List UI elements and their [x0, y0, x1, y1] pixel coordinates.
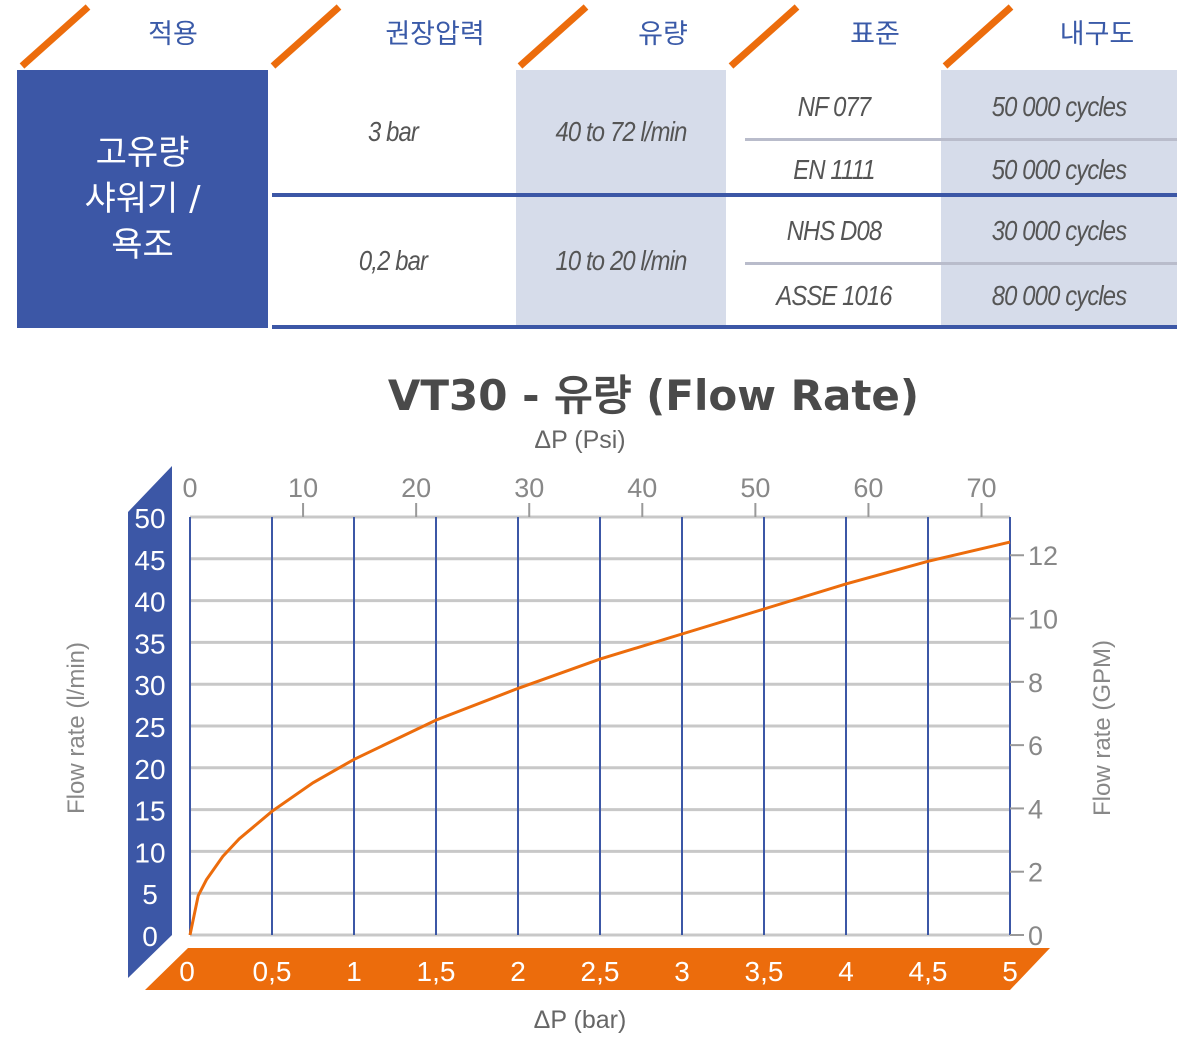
- x2-tick-label: 30: [514, 473, 544, 503]
- y-tick-label: 20: [134, 754, 165, 785]
- y-tick-label: 15: [134, 796, 165, 827]
- y-tick-label: 5: [142, 879, 158, 910]
- slash-mark: [270, 4, 342, 69]
- x2-tick-label: 20: [401, 473, 431, 503]
- application-line: 고유량: [95, 133, 190, 173]
- row-divider: [745, 138, 1177, 141]
- slash-mark: [728, 4, 800, 69]
- y-tick-label: 50: [134, 503, 165, 534]
- row-divider: [745, 262, 1177, 265]
- x-tick-label: 5: [1002, 956, 1018, 987]
- y-tick-label: 0: [142, 921, 158, 952]
- flow-cell: 40 to 72 l/min: [555, 116, 687, 147]
- x2-tick-label: 0: [182, 473, 197, 503]
- y-tick-label: 25: [134, 712, 165, 743]
- y2-axis-label: Flow rate (GPM): [1089, 640, 1116, 816]
- standard-cell: EN 1111: [793, 154, 875, 185]
- durability-column-bg: [941, 70, 1177, 328]
- header-slashes: [19, 4, 1014, 69]
- slash-mark: [517, 4, 589, 69]
- y2-tick-label: 4: [1028, 794, 1043, 824]
- y-axis-band: [128, 466, 172, 978]
- table-bottom-border: [272, 325, 1177, 329]
- x2-tick-label: 50: [740, 473, 770, 503]
- slash-mark: [19, 4, 91, 69]
- y-axis-label: Flow rate (l/min): [63, 642, 90, 814]
- pressure-cell: 0,2 bar: [358, 245, 428, 276]
- x-tick-label: 1: [346, 956, 362, 987]
- slash-decorations: [19, 4, 1014, 69]
- application-line: 샤워기 /: [84, 179, 201, 219]
- y2-tick-label: 2: [1028, 858, 1043, 888]
- x2-tick-label: 10: [288, 473, 318, 503]
- header-pressure: 권장압력: [385, 19, 485, 50]
- flow-column-bg: [516, 70, 726, 328]
- durability-cell: 80 000 cycles: [991, 280, 1127, 311]
- y-tick-label: 35: [134, 628, 165, 659]
- standard-cell: NF 077: [797, 91, 871, 122]
- y2-tick-label: 6: [1028, 731, 1043, 761]
- y-tick-label: 45: [134, 545, 165, 576]
- x-tick-label: 2,5: [581, 956, 620, 987]
- chart-title: VT30 - 유량 (Flow Rate): [387, 371, 920, 420]
- x-tick-label: 1,5: [417, 956, 456, 987]
- y2-tick-label: 10: [1028, 605, 1058, 635]
- y-tick-label: 10: [134, 837, 165, 868]
- group-divider: [272, 193, 1177, 197]
- x2-tick-label: 40: [627, 473, 657, 503]
- slash-mark: [942, 4, 1014, 69]
- standard-cell: ASSE 1016: [776, 280, 892, 311]
- x-tick-label: 3,5: [745, 956, 784, 987]
- header-durability: 내구도: [1059, 19, 1135, 50]
- durability-cell: 50 000 cycles: [991, 154, 1127, 185]
- x-axis-band: [145, 948, 1050, 990]
- x-tick-label: 3: [674, 956, 690, 987]
- x-tick-label: 0: [179, 956, 195, 987]
- flow-cell: 10 to 20 l/min: [555, 245, 687, 276]
- application-line: 욕조: [111, 225, 174, 265]
- x2-tick-label: 70: [966, 473, 996, 503]
- x-tick-label: 4,5: [909, 956, 948, 987]
- standard-cell: NHS D08: [786, 215, 882, 246]
- application-cell: 고유량 샤워기 / 욕조: [17, 70, 268, 328]
- y-tick-label: 30: [134, 670, 165, 701]
- header-standard: 표준: [850, 19, 900, 50]
- header-flow: 유량: [638, 19, 688, 50]
- durability-cell: 50 000 cycles: [991, 91, 1127, 122]
- durability-cell: 30 000 cycles: [991, 215, 1127, 246]
- x2-tick-label: 60: [853, 473, 883, 503]
- header-application: 적용: [148, 19, 198, 50]
- x-tick-label: 0,5: [253, 956, 292, 987]
- y2-tick-label: 8: [1028, 668, 1043, 698]
- flow-curve-vt30: [188, 540, 1011, 936]
- x-tick-label: 4: [838, 956, 854, 987]
- y2-tick-label: 12: [1028, 541, 1058, 571]
- x2-axis-label: ΔP (Psi): [534, 426, 625, 454]
- y-tick-label: 40: [134, 587, 165, 618]
- pressure-cell: 3 bar: [367, 116, 419, 147]
- x-axis-label: ΔP (bar): [534, 1006, 627, 1034]
- y2-tick-label: 0: [1028, 921, 1043, 951]
- x-tick-label: 2: [510, 956, 526, 987]
